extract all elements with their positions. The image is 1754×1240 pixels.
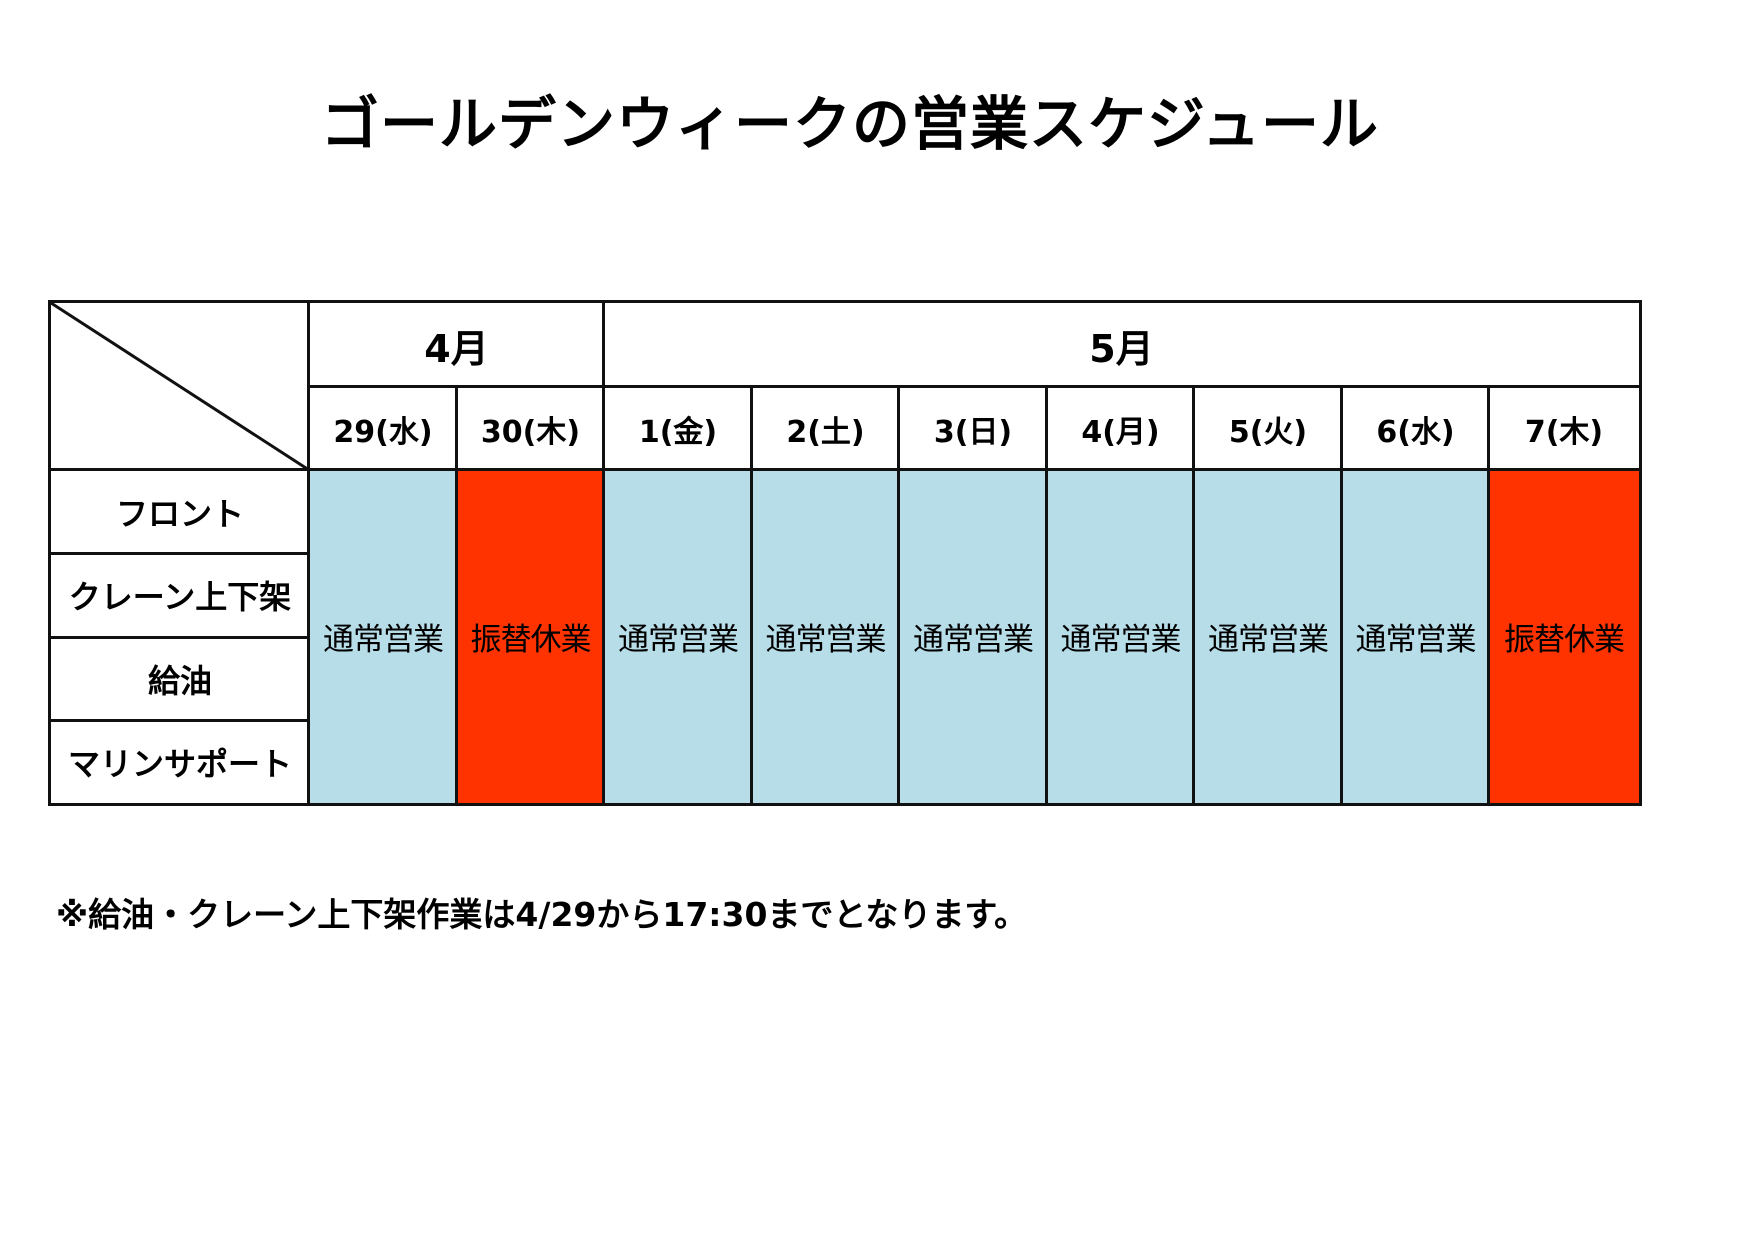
day-header: 4(月) (1081, 414, 1160, 450)
grid-line (51, 468, 1639, 471)
day-header: 6(水) (1376, 414, 1455, 450)
day-header: 1(金) (638, 414, 718, 450)
grid-line (1045, 387, 1048, 803)
status-label: 通常営業 (913, 622, 1034, 658)
status-label: 通常営業 (618, 622, 739, 658)
grid-line (750, 387, 753, 803)
status-label: 通常営業 (1208, 622, 1329, 658)
month-header-april: 4月 (424, 326, 489, 371)
corner-diagonal (51, 303, 310, 471)
status-cell: 通常営業 (309, 470, 457, 803)
status-cell: 通常営業 (1047, 470, 1194, 803)
row-label-crane: クレーン上下架 (68, 578, 292, 616)
day-header: 29(水) (333, 414, 433, 450)
schedule-table: 通常営業 振替休業 通常営業 通常営業 通常営業 通常営業 通常営業 通常営業 … (48, 300, 1642, 806)
day-header: 2(土) (786, 414, 865, 450)
grid-line (51, 552, 309, 555)
row-label-marine-support: マリンサポート (67, 744, 292, 783)
status-cell: 振替休業 (1489, 470, 1639, 803)
grid-line (897, 387, 900, 803)
status-label: 振替休業 (470, 622, 592, 658)
status-cell: 通常営業 (752, 470, 899, 803)
status-cell: 通常営業 (604, 470, 752, 803)
grid-line (1340, 387, 1343, 803)
status-label: 通常営業 (1355, 622, 1477, 658)
grid-line (309, 385, 1639, 388)
status-label: 通常営業 (323, 622, 444, 658)
footnote: ※給油・クレーン上下架作業は4/29から17:30までとなります。 (56, 895, 1028, 934)
status-cell: 振替休業 (457, 470, 604, 803)
row-label-fuel: 給油 (147, 661, 212, 700)
day-header: 5(火) (1228, 414, 1308, 450)
day-header: 7(木) (1524, 414, 1604, 450)
day-header: 30(木) (480, 414, 581, 450)
grid-line (455, 387, 458, 803)
grid-line (602, 303, 605, 803)
status-cell: 通常営業 (1342, 470, 1489, 803)
grid-line (51, 719, 309, 722)
grid-line (1487, 387, 1490, 803)
grid-line (1192, 387, 1195, 803)
status-label: 通常営業 (1060, 622, 1182, 658)
status-cell: 通常営業 (899, 470, 1047, 803)
month-header-may: 5月 (1089, 326, 1154, 371)
status-label: 通常営業 (765, 622, 887, 658)
day-header: 3(日) (933, 414, 1013, 450)
page-title: ゴールデンウィークの営業スケジュール (321, 90, 1379, 158)
status-label: 振替休業 (1504, 622, 1625, 658)
row-label-front: フロント (115, 494, 244, 533)
status-cell: 通常営業 (1194, 470, 1342, 803)
grid-line (51, 636, 309, 639)
